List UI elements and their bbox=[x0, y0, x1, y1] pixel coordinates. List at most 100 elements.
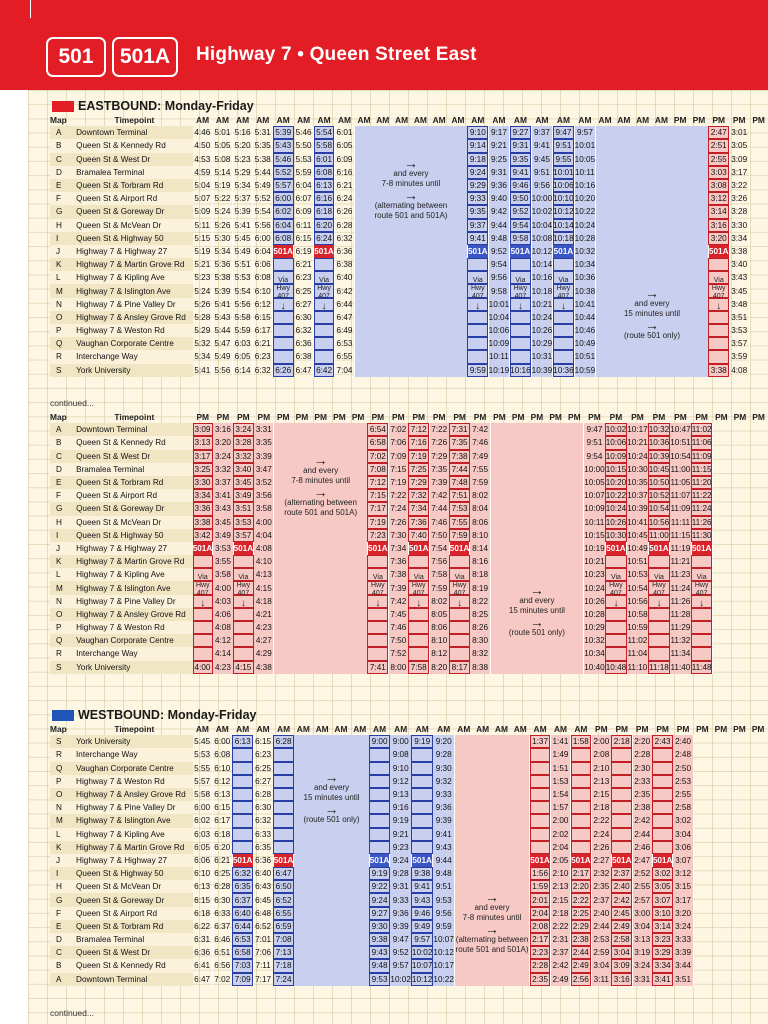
timepoint-name: Queen St & Torbram Rd bbox=[76, 178, 193, 193]
time-cell bbox=[408, 594, 430, 608]
time-cell: 6:25 bbox=[293, 284, 315, 298]
time-cell: 8:38 bbox=[469, 660, 491, 674]
time-cell: 9:56 bbox=[432, 906, 455, 920]
time-cell: 9:00 bbox=[389, 735, 412, 749]
time-cell: 6:19 bbox=[293, 244, 315, 259]
time-cell: 7:02 bbox=[212, 972, 233, 986]
time-cell: 6:55 bbox=[334, 350, 356, 364]
time-cell: 10:21 bbox=[531, 297, 554, 311]
time-cell bbox=[408, 647, 430, 661]
ampm-header: AM bbox=[373, 723, 387, 734]
map-letter: A bbox=[50, 972, 77, 986]
ampm-header: PM bbox=[314, 411, 327, 422]
time-cell: 10:12 bbox=[552, 205, 575, 219]
time-cell: 3:17 bbox=[729, 165, 750, 179]
time-cell: 6:04 bbox=[272, 218, 295, 232]
time-cell: 9:36 bbox=[488, 178, 511, 193]
time-cell: 5:58 bbox=[232, 310, 254, 324]
time-cell bbox=[367, 581, 389, 595]
time-cell: 3:05 bbox=[652, 880, 674, 894]
time-cell bbox=[411, 801, 434, 815]
time-cell: 6:07 bbox=[293, 192, 315, 206]
frequency-note-line: route 501 and 501A) bbox=[374, 210, 448, 220]
time-cell: 10:06 bbox=[488, 324, 511, 338]
time-cell: 7:18 bbox=[273, 959, 295, 973]
time-cell bbox=[273, 801, 295, 815]
via-note-line: Via bbox=[713, 276, 724, 284]
time-cell: 6:06 bbox=[192, 853, 213, 868]
time-cell: 9:21 bbox=[389, 827, 412, 841]
time-cell bbox=[611, 840, 633, 854]
map-letter: M bbox=[50, 581, 77, 595]
time-cell bbox=[529, 761, 551, 775]
time-cell: 9:45 bbox=[531, 152, 554, 166]
time-cell: 6:08 bbox=[313, 165, 335, 179]
time-cell: 7:09 bbox=[232, 972, 254, 986]
time-cell: 7:13 bbox=[273, 946, 295, 960]
time-cell: 2:30 bbox=[632, 761, 653, 775]
time-cell: 7:52 bbox=[388, 647, 409, 661]
time-cell: 9:35 bbox=[467, 205, 489, 219]
time-cell: 6:03 bbox=[232, 337, 254, 351]
via-note-line: Via bbox=[653, 573, 664, 581]
time-cell: 6:42 bbox=[313, 363, 335, 377]
timepoint-name: Queen St & Kennedy Rd bbox=[76, 436, 193, 450]
table-row: K Highway 7 & Martin Grove Rd 3:55 4:10 7:36… bbox=[50, 555, 768, 569]
time-cell: 5:59 bbox=[232, 324, 254, 338]
time-cell: 6:14 bbox=[232, 363, 254, 377]
frequency-panel-cell bbox=[595, 126, 709, 377]
right-arrow-icon: → bbox=[529, 614, 544, 631]
table-row: S York University 4:00 4:23 4:15 4:38 7:41 8:00… bbox=[50, 660, 768, 674]
time-cell: 10:49 bbox=[574, 337, 597, 351]
time-cell: 5:43 bbox=[272, 139, 295, 153]
time-cell: 5:15 bbox=[192, 231, 213, 245]
time-cell: 6:09 bbox=[334, 152, 356, 166]
time-cell: 501A bbox=[408, 541, 430, 556]
time-cell: 6:53 bbox=[232, 933, 254, 947]
time-cell: 5:39 bbox=[272, 126, 295, 140]
time-cell: 6:28 bbox=[212, 880, 233, 894]
time-cell bbox=[708, 350, 730, 364]
frequency-note-line: and every bbox=[393, 168, 429, 178]
time-cell: 2:29 bbox=[570, 919, 592, 933]
time-cell: 9:30 bbox=[369, 919, 391, 933]
time-cell: 3:48 bbox=[729, 297, 750, 311]
time-cell: 5:55 bbox=[192, 761, 213, 775]
time-cell: 7:42 bbox=[388, 594, 409, 608]
time-cell bbox=[408, 607, 430, 621]
time-cell: 8:02 bbox=[469, 489, 491, 503]
time-cell: 7:02 bbox=[367, 449, 389, 463]
via-note-line: Via bbox=[319, 276, 330, 284]
time-cell bbox=[272, 350, 295, 364]
time-cell: 7:36 bbox=[408, 515, 430, 529]
time-cell: 2:22 bbox=[550, 919, 572, 933]
down-arrow-icon: ↓ bbox=[240, 597, 246, 609]
ampm-header: AM bbox=[256, 723, 270, 734]
time-cell: 9:47 bbox=[552, 126, 575, 140]
map-header: Map bbox=[50, 723, 67, 734]
table-row: J Highway 7 & Highway 27 501A 3:53 501A 4:08 5… bbox=[50, 541, 768, 556]
time-cell: 5:47 bbox=[212, 337, 234, 351]
time-cell: 9:48 bbox=[488, 231, 511, 245]
time-cell: 5:23 bbox=[192, 271, 213, 285]
ampm-header: PM bbox=[676, 723, 690, 734]
time-cell: 2:24 bbox=[591, 827, 612, 841]
time-cell: 5:38 bbox=[252, 152, 274, 166]
ampm-header: AM bbox=[236, 723, 250, 734]
time-cell bbox=[273, 787, 295, 802]
time-cell: 2:17 bbox=[529, 933, 551, 947]
time-cell bbox=[272, 271, 295, 285]
time-cell: 9:41 bbox=[531, 139, 554, 153]
time-cell: 4:23 bbox=[253, 621, 275, 635]
time-cell: 6:08 bbox=[272, 231, 295, 245]
table-row: O Highway 7 & Ansley Grove Rd 5:58 6:13 6:28… bbox=[50, 787, 768, 802]
time-cell bbox=[449, 555, 471, 569]
time-cell: 5:58 bbox=[313, 139, 335, 153]
time-cell: 1:41 bbox=[550, 735, 572, 749]
time-cell: 6:46 bbox=[212, 933, 233, 947]
time-cell: 3:59 bbox=[729, 350, 750, 364]
time-cell: 5:49 bbox=[252, 178, 274, 193]
time-cell: 10:21 bbox=[583, 555, 606, 569]
time-cell: 10:48 bbox=[605, 660, 628, 674]
time-cell: 9:12 bbox=[389, 774, 412, 788]
